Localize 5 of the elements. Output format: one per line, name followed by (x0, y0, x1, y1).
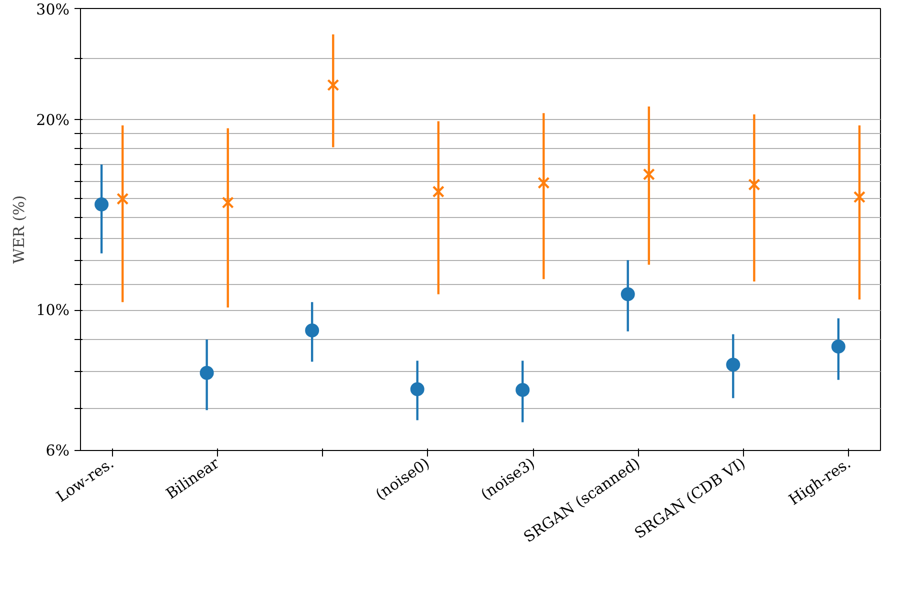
y-tick-label: 10% (36, 301, 70, 320)
y-tick-label: 30% (36, 0, 70, 18)
y-tick-label: 20% (36, 110, 70, 129)
y-tick-label: 6% (46, 442, 70, 460)
y-axis-title: WER (%) (10, 195, 28, 264)
